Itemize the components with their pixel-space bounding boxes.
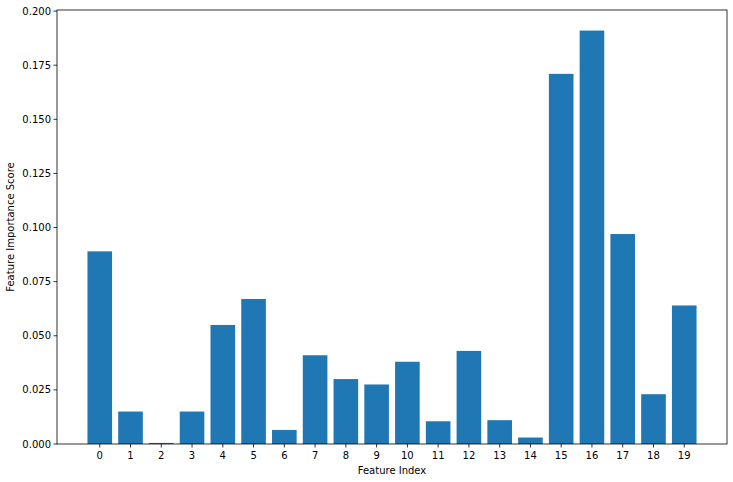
- x-tick-label: 5: [250, 450, 256, 461]
- x-tick-label: 7: [312, 450, 318, 461]
- bar: [118, 412, 143, 444]
- bar: [303, 355, 328, 444]
- x-tick: [222, 444, 223, 448]
- x-tick-label: 15: [555, 450, 568, 461]
- bars: [87, 31, 696, 444]
- chart: 0123456789101112131415161718190.0000.025…: [0, 0, 733, 482]
- y-tick: [54, 281, 58, 282]
- x-tick: [622, 444, 623, 448]
- x-tick-label: 3: [189, 450, 195, 461]
- x-tick-label: 6: [281, 450, 287, 461]
- x-tick-label: 4: [220, 450, 226, 461]
- bar: [334, 379, 359, 444]
- x-tick: [315, 444, 316, 448]
- x-tick: [561, 444, 562, 448]
- x-tick-label: 11: [432, 450, 445, 461]
- y-tick-label: 0.050: [22, 330, 51, 341]
- x-tick-label: 19: [678, 450, 691, 461]
- x-tick-label: 10: [401, 450, 414, 461]
- y-axis-label: Feature Importance Score: [5, 162, 16, 291]
- x-tick-label: 17: [616, 450, 629, 461]
- y-tick: [54, 11, 58, 12]
- bar: [518, 438, 543, 444]
- bar: [180, 412, 205, 444]
- y-tick: [54, 389, 58, 390]
- x-tick: [345, 444, 346, 448]
- bar: [87, 251, 112, 444]
- plot-frame: [57, 10, 727, 444]
- x-tick: [530, 444, 531, 448]
- x-tick-label: 14: [524, 450, 537, 461]
- bar: [580, 31, 605, 444]
- x-tick-label: 12: [463, 450, 476, 461]
- x-tick-label: 0: [97, 450, 103, 461]
- bar: [549, 74, 574, 444]
- bar: [426, 421, 451, 444]
- bar: [241, 299, 266, 444]
- x-tick-label: 2: [158, 450, 164, 461]
- x-tick: [407, 444, 408, 448]
- x-tick: [376, 444, 377, 448]
- y-tick: [54, 119, 58, 120]
- x-tick: [161, 444, 162, 448]
- x-tick: [591, 444, 592, 448]
- y-tick-label: 0.200: [22, 6, 51, 17]
- x-tick: [468, 444, 469, 448]
- x-tick: [284, 444, 285, 448]
- y-tick-label: 0.125: [22, 168, 51, 179]
- y-tick: [54, 444, 58, 445]
- x-tick-label: 18: [647, 450, 660, 461]
- x-tick: [684, 444, 685, 448]
- x-tick: [438, 444, 439, 448]
- x-tick: [499, 444, 500, 448]
- y-tick: [54, 335, 58, 336]
- y-tick-label: 0.000: [22, 439, 51, 450]
- x-tick-label: 9: [373, 450, 379, 461]
- y-tick: [54, 227, 58, 228]
- x-tick-label: 13: [493, 450, 506, 461]
- x-tick: [99, 444, 100, 448]
- x-tick: [130, 444, 131, 448]
- bar: [610, 234, 635, 444]
- x-tick: [253, 444, 254, 448]
- y-tick-label: 0.075: [22, 276, 51, 287]
- y-tick-label: 0.025: [22, 384, 51, 395]
- x-tick: [192, 444, 193, 448]
- bar: [457, 351, 482, 444]
- bar: [211, 325, 236, 444]
- bar: [672, 305, 697, 444]
- y-tick-label: 0.150: [22, 114, 51, 125]
- y-tick-label: 0.100: [22, 222, 51, 233]
- bar: [487, 420, 512, 444]
- y-tick: [54, 65, 58, 66]
- x-tick-label: 16: [586, 450, 599, 461]
- x-tick-label: 1: [127, 450, 133, 461]
- y-tick: [54, 173, 58, 174]
- bar: [364, 384, 389, 444]
- bar: [272, 430, 297, 444]
- bar: [395, 362, 420, 444]
- x-axis-label: Feature Index: [358, 465, 427, 476]
- bar: [641, 394, 666, 444]
- x-tick-label: 8: [343, 450, 349, 461]
- y-tick-label: 0.175: [22, 60, 51, 71]
- x-tick: [653, 444, 654, 448]
